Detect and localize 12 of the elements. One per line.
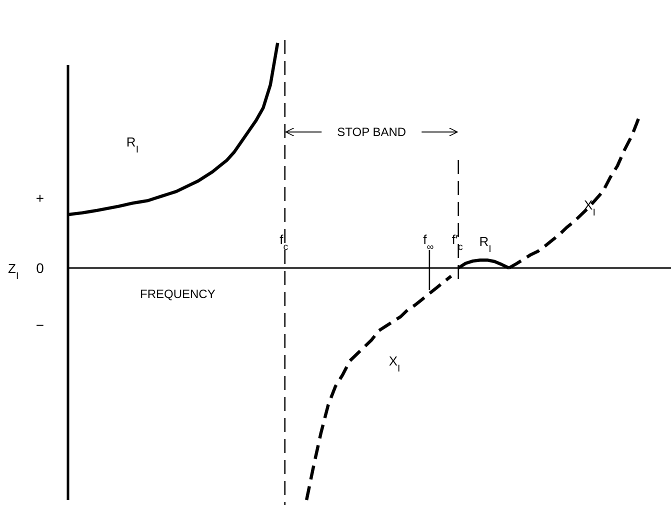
x-tick-label: f$_{∞}$ xyxy=(423,232,434,252)
text: 0 xyxy=(36,260,44,276)
text: − xyxy=(36,317,44,333)
text: + xyxy=(36,190,44,206)
text: X$_{I}$ xyxy=(388,354,400,374)
text: R$_{I}$ xyxy=(126,134,139,155)
x-tick-label: f$_{c}$ xyxy=(280,232,288,252)
x-axis-title: FREQUENCY xyxy=(140,287,216,301)
series-label: X$_{I}$ xyxy=(584,198,596,218)
annotation: STOP BAND xyxy=(337,125,406,139)
series-label: R$_{I}$ xyxy=(479,234,492,255)
y-axis-title: Z$_{I}$ xyxy=(8,261,19,282)
